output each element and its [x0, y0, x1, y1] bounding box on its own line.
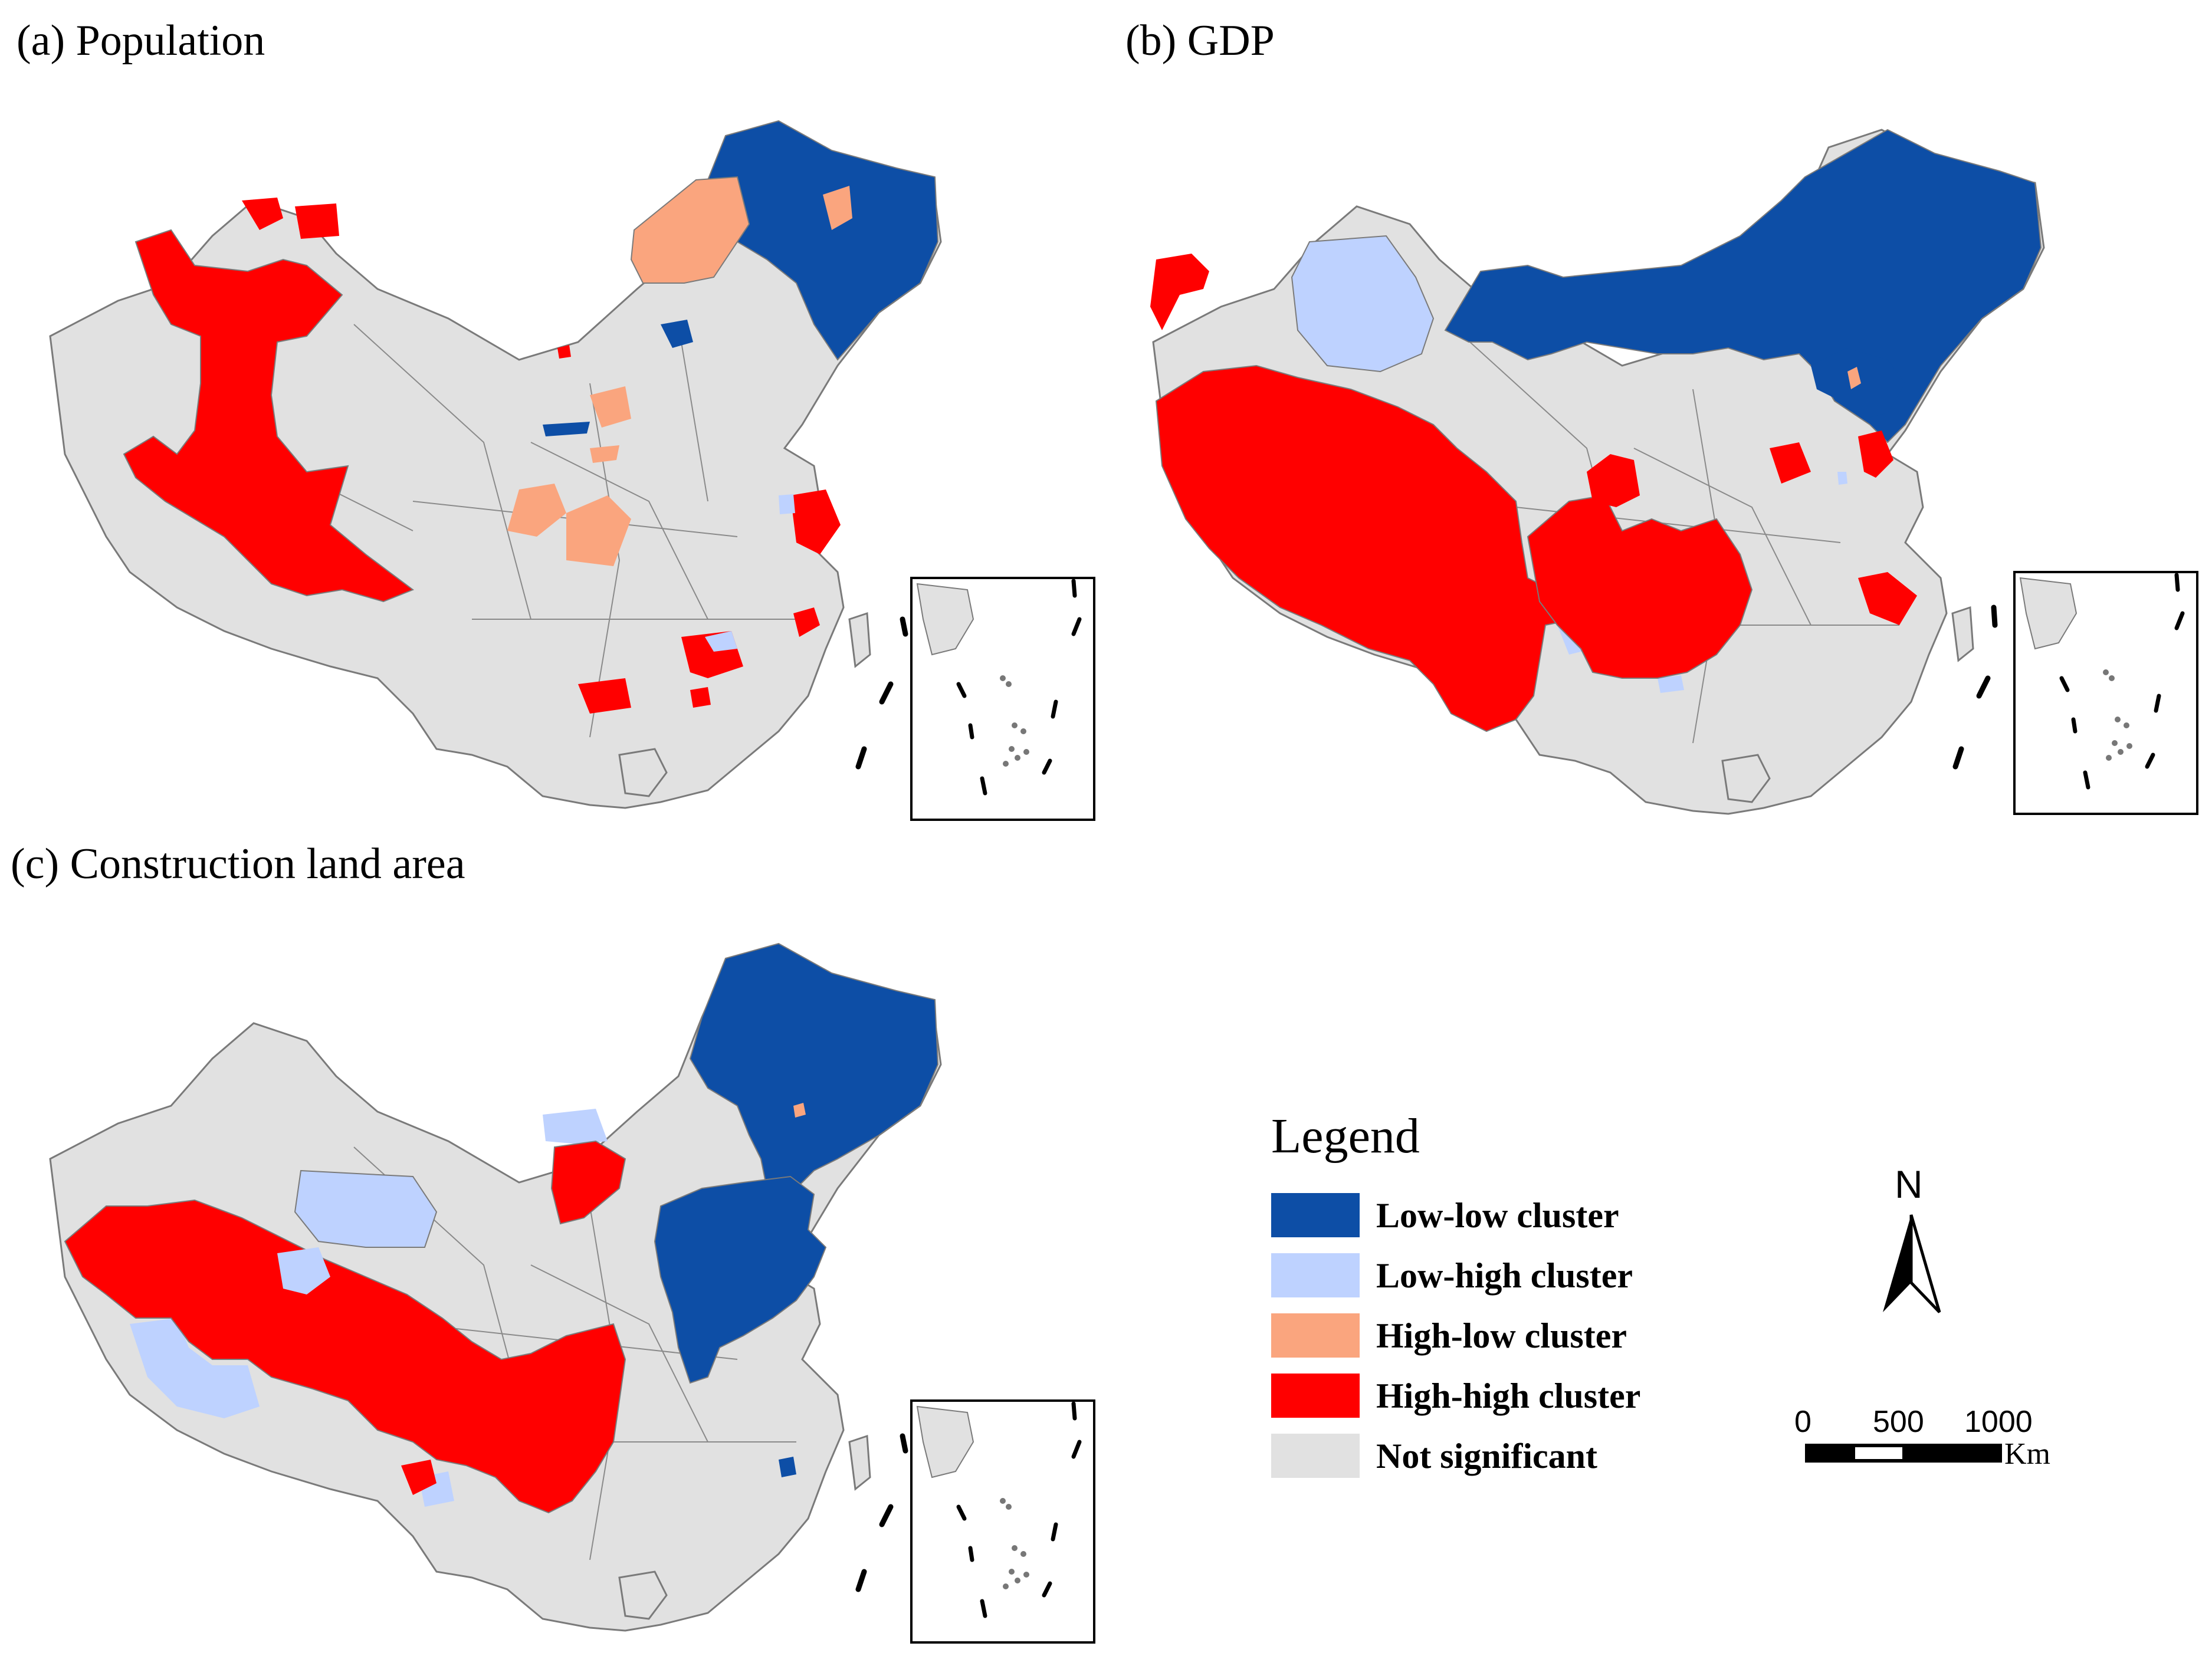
lowlow-northeast-c	[689, 942, 939, 1195]
lowlow-east-c	[654, 1175, 827, 1384]
highhigh-south-a2	[578, 678, 631, 714]
legend-swatch-not-significant	[1271, 1434, 1360, 1478]
highhigh-west-b	[1155, 364, 1576, 732]
taiwan-b	[1951, 606, 1974, 662]
legend-label-high-high: High-high cluster	[1376, 1376, 1641, 1415]
highhigh-north-b	[1587, 454, 1640, 507]
highhigh-sichuan-b	[1527, 494, 1753, 679]
legend-item-low-high: Low-high cluster	[1271, 1253, 1696, 1300]
legend-swatch-high-high	[1271, 1374, 1360, 1418]
scale-tick-500: 500	[1873, 1405, 1924, 1439]
inset-a	[910, 577, 1095, 821]
highhigh-west-c	[64, 1199, 626, 1514]
highhigh-south-a3	[690, 687, 711, 708]
legend-item-low-low: Low-low cluster	[1271, 1193, 1696, 1240]
panel-a-title: (a) Population	[17, 17, 265, 65]
taiwan-a	[848, 612, 871, 668]
map-panel-b	[1150, 129, 2198, 815]
highhigh-se-b	[1858, 572, 1917, 625]
highhigh-west-a	[123, 229, 415, 603]
scale-unit: Km	[2004, 1437, 2050, 1471]
highhigh-hole-c	[277, 1247, 330, 1294]
sea-dashes-c	[855, 1433, 908, 1592]
lowlow-small-a1	[661, 320, 693, 348]
sea-dashes-a	[855, 616, 908, 770]
lowlow-se-c	[779, 1457, 796, 1477]
legend-swatch-high-low	[1271, 1313, 1360, 1358]
inset-c	[910, 1399, 1095, 1644]
scale-tick-1000: 1000	[1964, 1405, 2033, 1439]
north-label: N	[1895, 1162, 1923, 1206]
lowhigh-a1	[779, 494, 795, 514]
lowhigh-b3	[1658, 675, 1684, 693]
sea-dashes-b	[1952, 604, 1998, 770]
legend-item-high-high: High-high cluster	[1271, 1374, 1696, 1421]
scale-bar	[1805, 1444, 2002, 1463]
panel-b-title: (b) GDP	[1125, 17, 1275, 65]
highhigh-north-c	[550, 1140, 626, 1225]
legend-label-low-high: Low-high cluster	[1376, 1256, 1633, 1295]
lowhigh-b4	[1837, 472, 1847, 485]
highlow-a1	[630, 176, 750, 284]
inset-b	[2013, 571, 2198, 815]
highhigh-east-b2	[1858, 431, 1893, 478]
lowhigh-a2	[705, 631, 737, 652]
map-panel-a	[49, 120, 1095, 821]
highhigh-east-a	[790, 489, 841, 554]
panel-c-title: (c) Construction land area	[11, 840, 465, 888]
legend-item-high-low: High-low cluster	[1271, 1313, 1696, 1361]
highlow-c	[793, 1103, 806, 1118]
hainan-b	[1721, 754, 1771, 803]
highhigh-xinjiang-b	[1150, 254, 1209, 330]
legend-swatch-low-low	[1271, 1193, 1360, 1237]
legend-label-not-significant: Not significant	[1376, 1437, 1597, 1476]
highlow-a2	[823, 186, 852, 230]
highlow-a4	[590, 445, 619, 463]
highlow-a6	[566, 495, 631, 566]
highlow-a5	[507, 484, 566, 537]
highhigh-sw-c	[401, 1460, 437, 1495]
highhigh-southeast-a	[793, 607, 820, 637]
highlow-b	[1847, 367, 1861, 389]
lowhigh-c2	[543, 1109, 608, 1144]
hainan-c	[618, 1570, 668, 1620]
taiwan-c	[848, 1434, 871, 1491]
highhigh-east-b	[1770, 442, 1811, 484]
legend-item-not-significant: Not significant	[1271, 1434, 1696, 1481]
legend-label-high-low: High-low cluster	[1376, 1316, 1627, 1355]
lowhigh-c3	[130, 1318, 260, 1418]
lowhigh-c1	[294, 1169, 438, 1248]
map-panel-c	[49, 942, 1095, 1644]
legend-label-low-low: Low-low cluster	[1376, 1196, 1619, 1235]
north-arrow-icon	[1883, 1214, 1941, 1313]
highhigh-north-a	[242, 198, 283, 230]
legend-title: Legend	[1271, 1109, 1420, 1164]
lowhigh-xinjiang-b	[1291, 235, 1435, 373]
hainan-a	[618, 748, 668, 797]
legend-swatch-low-high	[1271, 1253, 1360, 1297]
lowlow-small-a2	[543, 422, 590, 436]
highlow-a3	[590, 386, 631, 428]
scale-tick-0: 0	[1794, 1405, 1811, 1439]
highhigh-north-a2	[295, 203, 339, 239]
highhigh-small-a	[557, 345, 571, 359]
lowlow-band-b	[1444, 129, 2042, 443]
